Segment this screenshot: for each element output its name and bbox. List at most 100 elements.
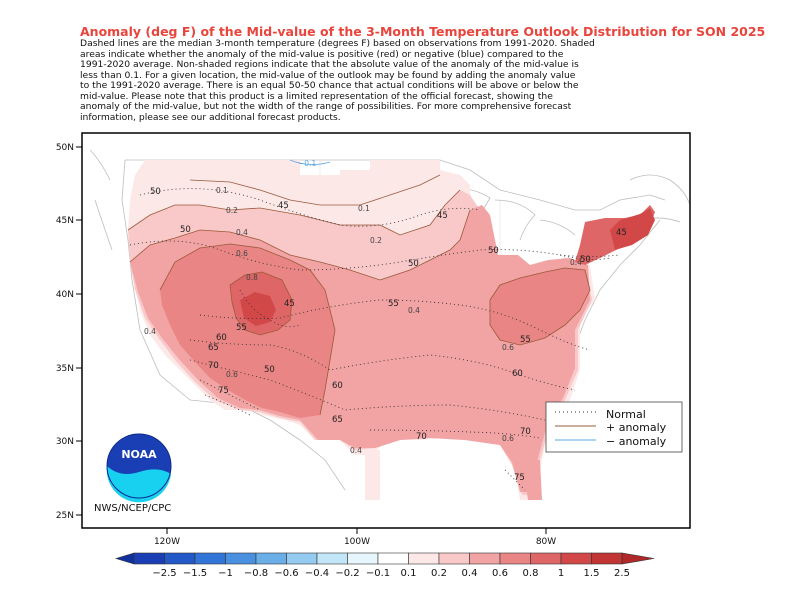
normal-75 (204, 394, 526, 491)
normal-label: 45 (278, 201, 289, 211)
anomaly-label: 0.1 (216, 186, 228, 195)
normal-label: 55 (236, 323, 247, 333)
normal-label: 50 (408, 259, 419, 269)
colorbar-box (194, 552, 226, 565)
map-title: Anomaly (deg F) of the Mid-value of the … (80, 24, 766, 39)
normal-label: 70 (208, 361, 219, 371)
normal-label: 50 (180, 225, 191, 235)
normal-label: 50 (264, 365, 275, 375)
normal-label: 55 (520, 335, 531, 345)
legend-normal-label: Normal (606, 408, 646, 421)
colorbar-box (408, 552, 440, 565)
anomaly-shading (128, 160, 655, 500)
colorbar-box (438, 552, 470, 565)
anomaly-label: 0.6 (226, 370, 238, 379)
normal-label: 65 (332, 415, 343, 425)
anomaly-label: 0.6 (236, 249, 248, 258)
canada-border (125, 159, 666, 211)
anomaly-label: 0.4 (408, 306, 420, 315)
normal-label: 45 (284, 299, 295, 309)
legend-box (545, 401, 683, 453)
colorbar-label: −0.4 (305, 568, 329, 579)
pacific-islands (89, 149, 113, 251)
anomaly-line-0.1 (189, 174, 441, 206)
anomaly-label: 0.6 (502, 434, 514, 443)
shade-1-interior (240, 292, 276, 326)
description-line: areas indicate whether the anomaly of th… (80, 48, 564, 60)
negative-anomaly-line (289, 159, 331, 165)
anomaly-label: 0.1 (358, 204, 370, 213)
colorbar-label: 1 (558, 568, 564, 579)
anomaly-line-0.8 (229, 271, 293, 336)
description-line: information, please see our additional f… (80, 111, 341, 123)
contour-labels: 45 45 45 50 50 50 50 50 55 55 60 60 60 6… (150, 187, 627, 483)
colorbar-box (560, 552, 592, 565)
normal-label: 60 (512, 369, 523, 379)
description-line: to the 1991-2020 average. There is an eq… (80, 80, 579, 91)
lon-label: 100W (344, 537, 370, 547)
normal-60 (189, 339, 576, 391)
lat-label: 40N (56, 290, 74, 300)
colorbar-label: −2.5 (152, 568, 176, 579)
normal-temperature-lines (129, 188, 621, 491)
normal-55 (199, 299, 591, 351)
anomaly-label: 0.4 (570, 258, 582, 267)
normal-label: 60 (332, 381, 343, 391)
lat-label: 50N (56, 143, 74, 153)
colorbar-label: −0.8 (244, 568, 268, 579)
normal-50-ne (559, 254, 611, 260)
noaa-logo-text: NOAA (121, 448, 157, 461)
lon-label: 80W (536, 537, 556, 547)
colorbar-label: 0.1 (401, 568, 417, 579)
normal-45-interior (239, 289, 301, 328)
west-coast (121, 159, 191, 401)
lat-label: 35N (56, 364, 74, 374)
legend-positive-label: + anomaly (606, 421, 667, 434)
anomaly-line-0.6 (159, 243, 336, 416)
normal-label: 75 (218, 386, 229, 396)
normal-label: 75 (514, 473, 525, 483)
normal-label: 50 (150, 187, 161, 197)
description-line: less than 0.1. For a given location, the… (80, 69, 576, 81)
normal-70 (199, 379, 541, 439)
anomaly-line-0.2 (127, 189, 461, 236)
lat-label: 45N (56, 216, 74, 226)
anomaly-line-ne-0.6 (489, 267, 591, 346)
anomaly-label: 0.6 (502, 343, 514, 352)
colorbar-label: −0.2 (335, 568, 359, 579)
shade-texas-coast (365, 450, 380, 500)
colorbar-label: −0.1 (366, 568, 390, 579)
anomaly-label: 0.4 (144, 327, 156, 336)
longitude-axis: 120W 100W 80W (154, 528, 556, 547)
colorbar-box (469, 552, 501, 565)
colorbar-box (164, 552, 196, 565)
colorbar-label: 2.5 (614, 568, 630, 579)
colorbar-arrow-low (114, 552, 135, 565)
normal-label: 45 (616, 228, 627, 238)
colorbar: −2.5 −1.5 −1 −0.8 −0.6 −0.4 −0.2 −0.1 0.1 0.2 0.4 0… (114, 552, 655, 579)
colorbar-box (225, 552, 257, 565)
credit-text: NWS/NCEP/CPC (94, 503, 171, 514)
lat-label: 30N (56, 437, 74, 447)
anomaly-line-0.4 (129, 209, 471, 281)
colorbar-arrow-high (621, 552, 655, 565)
colorbar-box (499, 552, 531, 565)
normal-label: 50 (488, 246, 499, 256)
colorbar-box (530, 552, 562, 565)
legend-negative-label: − anomaly (606, 435, 667, 448)
line-legend: Normal + anomaly − anomaly (545, 401, 683, 453)
normal-label: 60 (216, 333, 227, 343)
colorbar-label: 0.4 (462, 568, 478, 579)
colorbar-label: −0.6 (274, 568, 298, 579)
colorbar-box (255, 552, 287, 565)
shade-0.6-northeast (490, 268, 590, 345)
anomaly-label: 0.4 (350, 446, 362, 455)
anomaly-label: 0.2 (226, 206, 238, 215)
normal-50 (129, 240, 621, 271)
description-line: 1991-2020 average. Non-shaded regions in… (80, 59, 579, 70)
latitude-axis: 50N 45N 40N 35N 30N 25N (56, 143, 82, 521)
colorbar-box (347, 552, 379, 565)
noaa-logo: NOAA (106, 433, 172, 503)
colorbar-box (133, 552, 165, 565)
